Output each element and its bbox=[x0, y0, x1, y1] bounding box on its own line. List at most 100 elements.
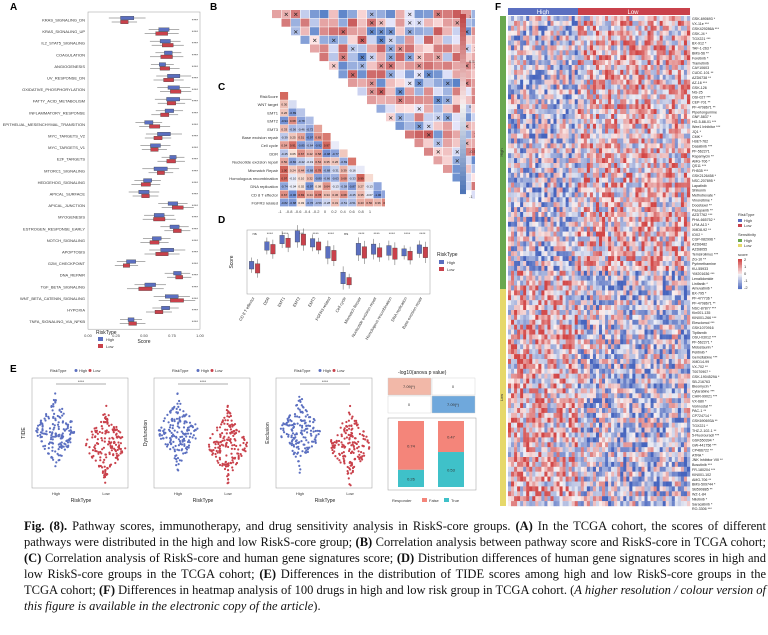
e-point bbox=[180, 443, 184, 446]
e-point bbox=[178, 426, 181, 429]
f-cell bbox=[635, 143, 639, 149]
f-cell bbox=[671, 104, 676, 110]
f-cell bbox=[647, 60, 651, 66]
f-cell bbox=[602, 167, 606, 173]
f-cell bbox=[599, 163, 603, 169]
f-cell bbox=[556, 94, 560, 100]
f-cell bbox=[668, 163, 672, 169]
b-colorbar-seg bbox=[460, 149, 466, 154]
f-cell bbox=[562, 60, 566, 66]
f-cell bbox=[605, 236, 609, 242]
f-cell bbox=[538, 138, 542, 144]
f-cell bbox=[635, 94, 639, 100]
f-cell bbox=[614, 74, 618, 80]
f-cell bbox=[541, 16, 545, 22]
f-cell bbox=[523, 163, 527, 169]
f-cell bbox=[644, 30, 648, 36]
f-cell bbox=[665, 236, 669, 242]
f-cell bbox=[565, 221, 569, 227]
f-cell bbox=[671, 251, 676, 257]
f-cell bbox=[680, 16, 685, 22]
f-cell bbox=[653, 138, 657, 144]
f-cell bbox=[677, 118, 682, 124]
f-cell bbox=[653, 40, 657, 46]
b-cell bbox=[272, 10, 281, 19]
f-cell bbox=[638, 60, 642, 66]
f-cell bbox=[541, 40, 545, 46]
e-point bbox=[62, 445, 65, 448]
e-point bbox=[192, 434, 195, 437]
f-cell bbox=[608, 65, 612, 71]
e-point bbox=[68, 429, 71, 432]
f-cell bbox=[586, 99, 591, 105]
f-cell bbox=[674, 202, 679, 208]
f-cell bbox=[595, 114, 600, 120]
e-point bbox=[239, 444, 242, 447]
e-point bbox=[333, 450, 336, 453]
e-point bbox=[96, 438, 99, 441]
f-cell bbox=[671, 60, 676, 66]
f-cell bbox=[605, 133, 609, 139]
e-point bbox=[347, 419, 350, 422]
e-point bbox=[171, 427, 174, 430]
f-cell bbox=[583, 123, 588, 129]
e-point bbox=[173, 450, 176, 453]
f-cell bbox=[659, 25, 663, 31]
e-point bbox=[173, 435, 176, 438]
f-cell bbox=[638, 251, 642, 257]
f-cell bbox=[562, 20, 566, 26]
e-legend-high-dot bbox=[318, 369, 322, 372]
c-value: 0.33 bbox=[281, 127, 287, 131]
f-cell bbox=[659, 65, 663, 71]
f-cell bbox=[514, 118, 518, 124]
e-point bbox=[229, 424, 232, 427]
f-cell bbox=[674, 109, 679, 115]
f-cell bbox=[541, 226, 545, 232]
e-point bbox=[301, 426, 304, 429]
e-point bbox=[66, 426, 69, 430]
f-cell bbox=[532, 69, 536, 75]
f-cell bbox=[632, 35, 636, 41]
f-cell bbox=[586, 79, 591, 85]
f-cell bbox=[653, 163, 657, 169]
f-cell bbox=[620, 74, 624, 80]
e-point bbox=[221, 464, 224, 467]
c-cell bbox=[373, 182, 382, 190]
f-cell bbox=[677, 40, 682, 46]
f-cell bbox=[559, 251, 563, 257]
f-cell bbox=[629, 60, 633, 66]
e-point bbox=[59, 416, 62, 419]
f-cell bbox=[523, 30, 527, 36]
f-cell bbox=[605, 226, 609, 232]
signif: **** bbox=[192, 157, 199, 162]
f-cell bbox=[656, 118, 660, 124]
f-cell bbox=[617, 79, 621, 85]
f-cell bbox=[535, 251, 539, 257]
box bbox=[143, 178, 152, 183]
f-cell bbox=[556, 55, 560, 61]
signif: **** bbox=[192, 41, 199, 46]
f-cell bbox=[556, 148, 560, 154]
f-cell bbox=[602, 84, 606, 90]
f-cell bbox=[589, 177, 594, 183]
f-cell bbox=[656, 246, 660, 252]
f-cell bbox=[589, 158, 594, 164]
b-cell bbox=[433, 147, 443, 156]
e-point bbox=[91, 433, 94, 436]
f-cell bbox=[632, 172, 636, 178]
f-cell bbox=[514, 109, 518, 115]
f-cell bbox=[514, 251, 518, 257]
f-cell bbox=[577, 153, 581, 159]
f-cell bbox=[602, 104, 606, 110]
signif: **** bbox=[192, 273, 199, 278]
f-cell bbox=[665, 187, 669, 193]
f-cell bbox=[608, 138, 612, 144]
f-cell bbox=[553, 167, 557, 173]
f-cell bbox=[586, 236, 591, 242]
f-cell bbox=[520, 187, 524, 193]
f-cell bbox=[511, 55, 515, 61]
e-point bbox=[304, 427, 308, 430]
f-cell bbox=[532, 153, 536, 159]
f-cell bbox=[674, 158, 679, 164]
e-point bbox=[244, 450, 247, 453]
